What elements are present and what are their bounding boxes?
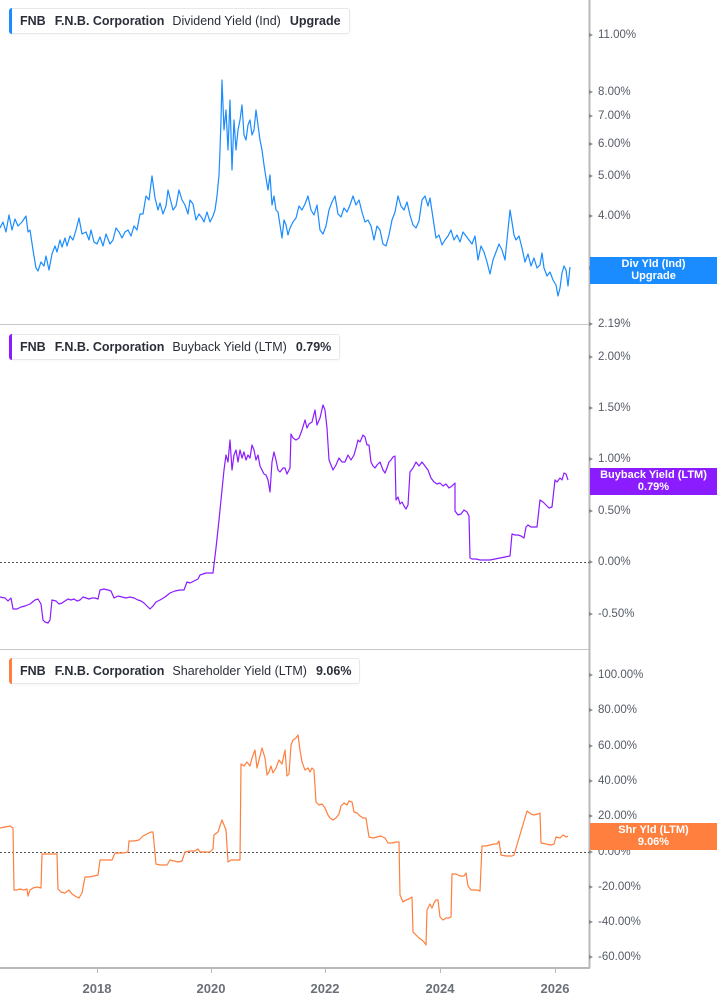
y-tick-label: 5.00% (589, 170, 631, 182)
y-tick-label: 20.00% (588, 810, 638, 822)
y-tick-label: 60.00% (588, 740, 638, 752)
company-label: F.N.B. Corporation (54, 340, 165, 354)
tag-value[interactable]: Upgrade (631, 269, 676, 282)
tag-label: Buyback Yield (LTM) (600, 469, 707, 481)
metric-label: Shareholder Yield (LTM) (172, 664, 307, 678)
upgrade-link[interactable]: Upgrade (289, 14, 341, 28)
metric-label: Buyback Yield (LTM) (172, 340, 287, 354)
tag-value: 9.06% (637, 835, 670, 848)
y-tick-label: 2.00% (589, 351, 631, 363)
company-label: F.N.B. Corporation (54, 14, 165, 28)
y-tick-label: 1.00% (589, 453, 631, 465)
y-tick-label: 11.00% (588, 29, 637, 41)
current-value-tag-shareholder: Shr Yld (LTM) 9.06% (590, 823, 717, 850)
x-tick-label: 2020 (196, 981, 226, 996)
shareholder-yield-line (0, 734, 569, 946)
ticker-label: FNB (20, 340, 46, 354)
series-color-bar (9, 334, 12, 360)
ticker-label: FNB (20, 664, 46, 678)
y-tick-label: 8.00% (589, 86, 631, 98)
current-value-tag-dividend: Div Yld (Ind) Upgrade (590, 257, 717, 284)
y-tick-label: 40.00% (588, 775, 638, 787)
tag-label: Div Yld (Ind) (621, 258, 686, 270)
y-tick-label: -40.00% (589, 916, 641, 928)
y-tick-label: 0.50% (589, 505, 631, 517)
tag-value: 0.79% (637, 480, 670, 493)
company-label: F.N.B. Corporation (54, 664, 165, 678)
metric-label: Dividend Yield (Ind) (172, 14, 281, 28)
x-tick-label: 2024 (425, 981, 455, 996)
y-tick-label: 80.00% (588, 704, 638, 716)
x-tick-label: 2022 (310, 981, 340, 996)
x-tick-label: 2026 (540, 981, 570, 996)
y-tick-label: 1.50% (589, 402, 631, 414)
series-color-bar (9, 658, 12, 684)
y-tick-label: 100.00% (588, 669, 644, 681)
ticker-label: FNB (20, 14, 46, 28)
dividend-yield-line (0, 79, 571, 297)
y-tick-label: 4.00% (589, 210, 631, 222)
y-tick-label: 7.00% (589, 110, 631, 122)
buyback-yield-line (0, 404, 569, 624)
series-color-bar (9, 8, 12, 34)
y-tick-label: 2.19% (589, 318, 631, 330)
y-tick-label: 6.00% (589, 138, 631, 150)
legend-shareholder-yield[interactable]: FNB F.N.B. Corporation Shareholder Yield… (9, 658, 361, 684)
metric-value: 0.79% (295, 340, 332, 354)
current-value-tag-buyback: Buyback Yield (LTM) 0.79% (590, 468, 717, 495)
y-tick-label: -60.00% (589, 951, 641, 963)
x-tick-label: 2018 (82, 981, 112, 996)
y-tick-label: 0.00% (589, 556, 631, 568)
legend-dividend-yield[interactable]: FNB F.N.B. Corporation Dividend Yield (I… (9, 8, 350, 34)
legend-buyback-yield[interactable]: FNB F.N.B. Corporation Buyback Yield (LT… (9, 334, 341, 360)
metric-value: 9.06% (315, 664, 352, 678)
y-tick-label: -0.50% (588, 608, 635, 620)
tag-label: Shr Yld (LTM) (618, 824, 689, 836)
y-tick-label: -20.00% (589, 881, 641, 893)
